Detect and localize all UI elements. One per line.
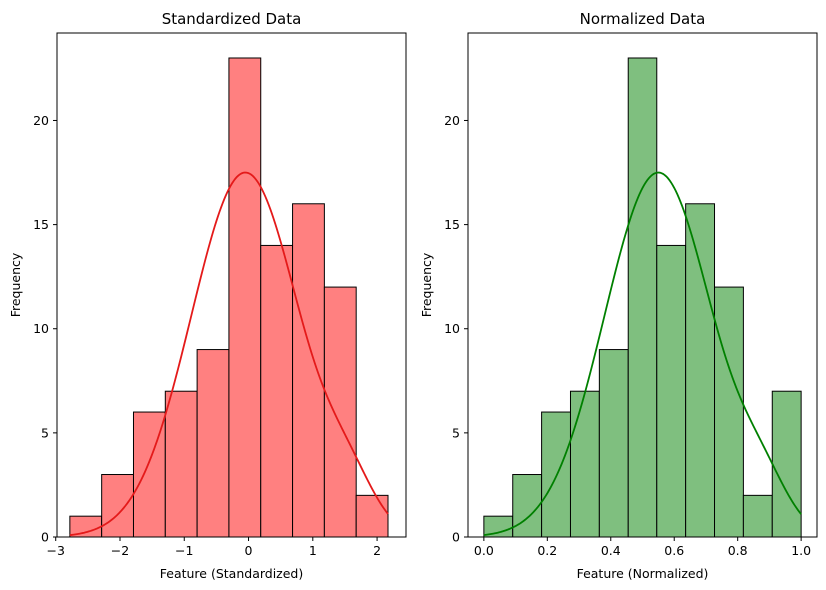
x-tick-label: −2 <box>111 543 129 558</box>
x-axis-label: Feature (Standardized) <box>160 566 304 581</box>
x-tick-label: 0.2 <box>537 543 557 558</box>
histogram-bar <box>569 390 600 538</box>
plot-frame <box>56 32 407 538</box>
histogram-bar <box>260 244 294 538</box>
chart-title: Normalized Data <box>580 10 706 28</box>
x-axis-label: Feature (Normalized) <box>577 566 709 581</box>
x-tick-label: 0.6 <box>664 543 684 558</box>
x-tick-label: −1 <box>175 543 193 558</box>
x-tick-label: −3 <box>46 543 64 558</box>
y-tick-label: 15 <box>33 217 49 232</box>
x-tick-label: 1 <box>309 543 317 558</box>
kde-line <box>483 171 802 536</box>
histogram-bar <box>323 286 357 538</box>
chart-title: Standardized Data <box>162 10 302 28</box>
histogram-bar <box>742 494 773 538</box>
y-axis-label: Frequency <box>419 252 434 317</box>
x-tick-label: 0.0 <box>474 543 494 558</box>
kde-line <box>69 171 389 537</box>
histogram-bar <box>292 203 325 538</box>
histogram-bar <box>355 494 389 538</box>
x-tick-label: 0.8 <box>728 543 748 558</box>
histogram-bar <box>598 349 629 538</box>
standardized-chart-panel: Standardized Data Feature (Standardized)… <box>8 10 407 581</box>
histogram-bar <box>627 57 658 538</box>
y-tick-label: 20 <box>444 113 460 128</box>
x-tick-label: 1.0 <box>791 543 811 558</box>
y-tick-label: 10 <box>444 321 460 336</box>
y-tick-label: 5 <box>41 425 49 440</box>
histogram-bar <box>512 474 543 538</box>
histogram-bar <box>656 244 687 538</box>
histogram-bar <box>164 390 198 538</box>
x-tick-label: 0 <box>245 543 253 558</box>
plot-frame <box>467 32 818 538</box>
y-tick-label: 0 <box>452 530 460 545</box>
y-axis-label: Frequency <box>8 252 23 317</box>
y-tick-label: 10 <box>33 321 49 336</box>
y-tick-label: 20 <box>33 113 49 128</box>
histogram-bar <box>196 349 230 538</box>
histogram-bar <box>541 411 571 538</box>
x-tick-label: 0.4 <box>601 543 621 558</box>
histogram-bar <box>714 286 744 538</box>
y-tick-label: 15 <box>444 217 460 232</box>
histogram-bar <box>228 57 262 538</box>
normalized-chart-panel: Normalized Data Feature (Normalized) Fre… <box>419 10 818 581</box>
histogram-bar <box>771 390 802 538</box>
histogram-bar <box>685 203 716 538</box>
x-tick-label: 2 <box>373 543 381 558</box>
histogram-bar <box>101 474 134 538</box>
y-tick-label: 0 <box>41 530 49 545</box>
y-tick-label: 5 <box>452 425 460 440</box>
